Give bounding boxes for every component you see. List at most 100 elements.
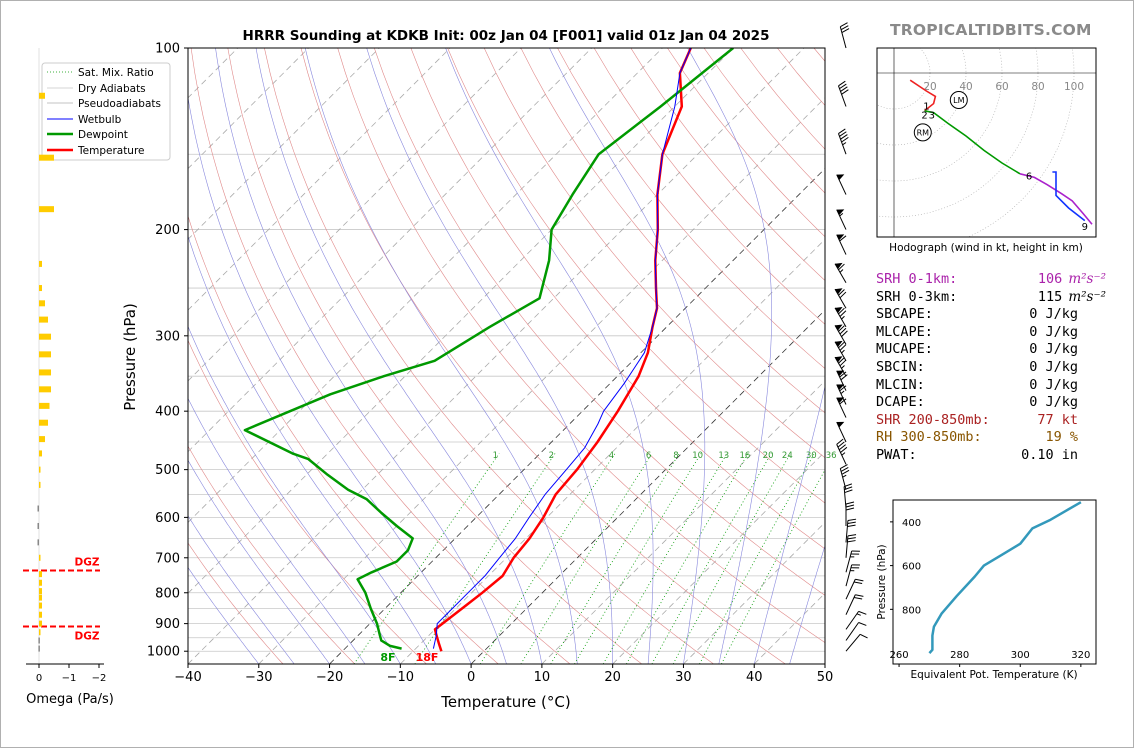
barb-flag bbox=[839, 291, 847, 299]
stat-row: SBCAPE: 0 J/kg bbox=[876, 306, 1106, 324]
barb-flag bbox=[847, 534, 857, 537]
hodograph-ring-label: 80 bbox=[1031, 81, 1044, 93]
barb-flag bbox=[838, 80, 846, 87]
dry-adiabat bbox=[188, 445, 355, 664]
barb-flag bbox=[858, 622, 867, 626]
theta-y-tick-label: 400 bbox=[902, 518, 921, 529]
omega-bar bbox=[39, 571, 42, 578]
barb-flag bbox=[838, 289, 845, 296]
barb-half-flag bbox=[856, 613, 861, 616]
barb-flag bbox=[858, 610, 867, 615]
theta-y-tick-label: 600 bbox=[902, 562, 921, 573]
barb-flag bbox=[839, 235, 847, 242]
stat-label: SHR 200-850mb: bbox=[876, 411, 990, 428]
pseudo-adiabat bbox=[549, 48, 706, 664]
wind-barb bbox=[836, 397, 847, 418]
mixing-ratio-label: 24 bbox=[782, 451, 793, 461]
barb-staff bbox=[845, 520, 849, 543]
omega-bar bbox=[39, 386, 51, 393]
stat-unit: m²s⁻² bbox=[1068, 288, 1106, 305]
omega-bar bbox=[39, 450, 42, 457]
theta-x-tick-label: 320 bbox=[1071, 650, 1090, 661]
pseudo-adiabat bbox=[188, 397, 366, 664]
barb-flag bbox=[843, 483, 853, 488]
theta-e-content bbox=[928, 501, 1082, 654]
x-tick-label: −30 bbox=[245, 670, 272, 685]
hodograph-marker-label: LM bbox=[953, 96, 964, 105]
stat-value: 0 J/kg bbox=[1029, 359, 1078, 377]
dgz-label: DGZ bbox=[75, 557, 100, 569]
dry-adiabat bbox=[227, 48, 642, 664]
omega-bar bbox=[39, 260, 42, 267]
barb-flag bbox=[840, 467, 849, 472]
mixing-ratio-label: 10 bbox=[692, 451, 703, 461]
stat-row: SHR 200-850mb: 77 kt bbox=[876, 412, 1106, 430]
wind-barb bbox=[836, 384, 847, 405]
barb-half-flag bbox=[840, 390, 845, 395]
barb-flag bbox=[855, 578, 864, 582]
barb-flag bbox=[839, 359, 847, 367]
barb-flag bbox=[838, 128, 846, 134]
barb-flag bbox=[845, 507, 855, 511]
barb-flag bbox=[838, 325, 845, 332]
mixing-ratio-label: 1 bbox=[493, 451, 498, 461]
dry-adiabat bbox=[264, 48, 714, 664]
barb-flag bbox=[847, 537, 856, 540]
isotherm--60 bbox=[188, 48, 663, 524]
mixing-ratio-label: 6 bbox=[646, 451, 651, 461]
wind-barb bbox=[836, 421, 847, 443]
barb-staff bbox=[845, 622, 860, 641]
barb-staff bbox=[836, 444, 847, 465]
watermark: TROPICALTIDBITS.COM bbox=[890, 21, 1092, 39]
stat-label: SBCIN: bbox=[876, 358, 925, 375]
dry-adiabat bbox=[190, 48, 571, 664]
surface-dewpoint-label: 8F bbox=[380, 651, 395, 664]
theta-x-tick-label: 280 bbox=[950, 650, 969, 661]
isotherm--50 bbox=[188, 48, 734, 594]
pseudo-adiabat bbox=[215, 48, 507, 664]
mixing-ratio-line bbox=[550, 453, 680, 664]
omega-bar bbox=[39, 629, 41, 636]
stat-number: 0 J/kg bbox=[1029, 358, 1078, 375]
y-tick-label: 900 bbox=[155, 617, 180, 632]
barb-staff bbox=[836, 397, 847, 418]
wind-barb bbox=[834, 262, 847, 284]
barb-flag bbox=[853, 596, 863, 600]
wind-barb bbox=[836, 438, 848, 465]
skewt-legend: Sat. Mix. Ratio Dry Adiabats Pseudoadiab… bbox=[41, 62, 171, 161]
dry-adiabat bbox=[593, 48, 825, 325]
y-tick-label: 600 bbox=[155, 511, 180, 526]
stat-label: SBCAPE: bbox=[876, 306, 933, 323]
barb-pennant bbox=[835, 306, 843, 314]
omega-bar bbox=[38, 637, 40, 644]
pseudo-adiabat bbox=[188, 95, 472, 664]
mixing-ratio-line bbox=[672, 453, 791, 664]
barb-staff bbox=[845, 564, 853, 587]
isotherm-10 bbox=[541, 380, 825, 664]
isotherm--90 bbox=[188, 48, 451, 311]
stat-value: 106 m²s⁻² bbox=[1038, 271, 1106, 289]
omega-bar bbox=[39, 206, 54, 213]
wind-barb bbox=[836, 234, 847, 255]
omega-bar bbox=[39, 579, 42, 586]
isotherm-30 bbox=[683, 521, 825, 664]
barb-staff bbox=[845, 579, 856, 600]
pseudo-adiabat bbox=[687, 48, 772, 664]
dry-adiabat bbox=[520, 48, 825, 414]
skewt-background-lines bbox=[188, 48, 825, 664]
stat-value: 0 J/kg bbox=[1029, 306, 1078, 324]
stat-label: RH 300-850mb: bbox=[876, 429, 982, 446]
barb-flag bbox=[850, 567, 860, 569]
mixing-ratio-label: 16 bbox=[740, 451, 751, 461]
barb-flag bbox=[841, 469, 850, 475]
barb-flag bbox=[841, 136, 849, 143]
mixing-ratio-line bbox=[651, 453, 772, 664]
pseudo-adiabat bbox=[188, 459, 330, 664]
pseudo-adiabat bbox=[188, 235, 436, 664]
omega-bar bbox=[39, 333, 51, 340]
mixing-ratio-line bbox=[574, 453, 702, 664]
theta-x-tick-label: 260 bbox=[890, 650, 909, 661]
theta-e-y-label: Pressure (hPa) bbox=[876, 544, 888, 619]
barb-staff bbox=[845, 611, 860, 630]
